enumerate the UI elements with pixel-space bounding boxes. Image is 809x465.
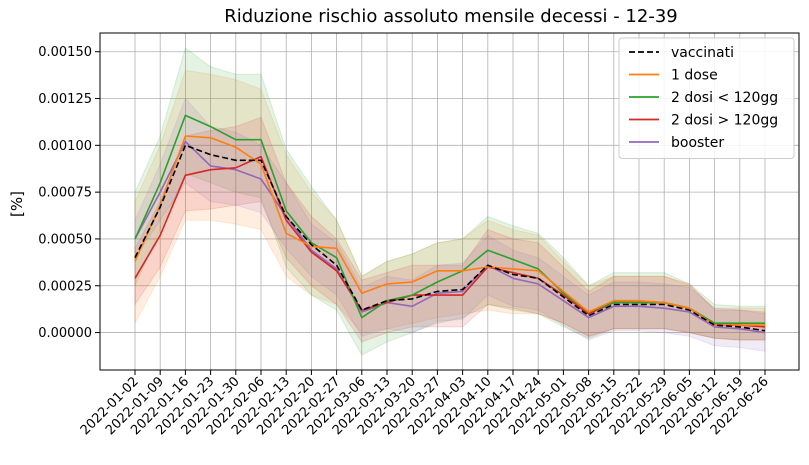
series-line [134,144,766,332]
y-tick-label: 0.00150 [38,45,92,60]
confidence-bands [134,47,766,356]
confidence-band [134,116,766,343]
y-tick-label: 0.00125 [38,92,92,107]
legend-label: 1 dose [671,68,718,84]
legend-label: vaccinati [671,45,734,61]
chart-title: Riduzione rischio assoluto mensile deces… [224,6,678,27]
series-line [134,140,766,334]
confidence-band [134,69,766,341]
y-tick-label: 0.00075 [38,186,92,201]
plot-frame [99,32,800,371]
legend-box [618,37,795,159]
series-line [134,135,765,326]
x-axis-ticks: 2022-01-022022-01-092022-01-162022-01-23… [78,370,772,438]
legend-label: booster [671,135,724,151]
y-tick-label: 0.00000 [38,326,92,341]
series-lines [134,114,766,334]
y-tick-label: 0.00025 [38,279,92,294]
y-tick-label: 0.00050 [38,232,92,247]
y-axis-label: [%] [8,191,26,217]
legend-label: 2 dosi < 120gg [671,90,778,106]
legend: vaccinati 1 dose 2 dosi < 120gg 2 dosi > 12… [618,37,795,159]
legend-label: 2 dosi > 120gg [671,113,778,129]
grid [100,33,799,370]
confidence-band [134,97,766,352]
y-tick-label: 0.00100 [38,139,92,154]
y-axis-ticks: 0.00000 0.00025 0.00050 0.00075 0.00100 0.001… [38,45,100,341]
confidence-band [134,47,766,356]
